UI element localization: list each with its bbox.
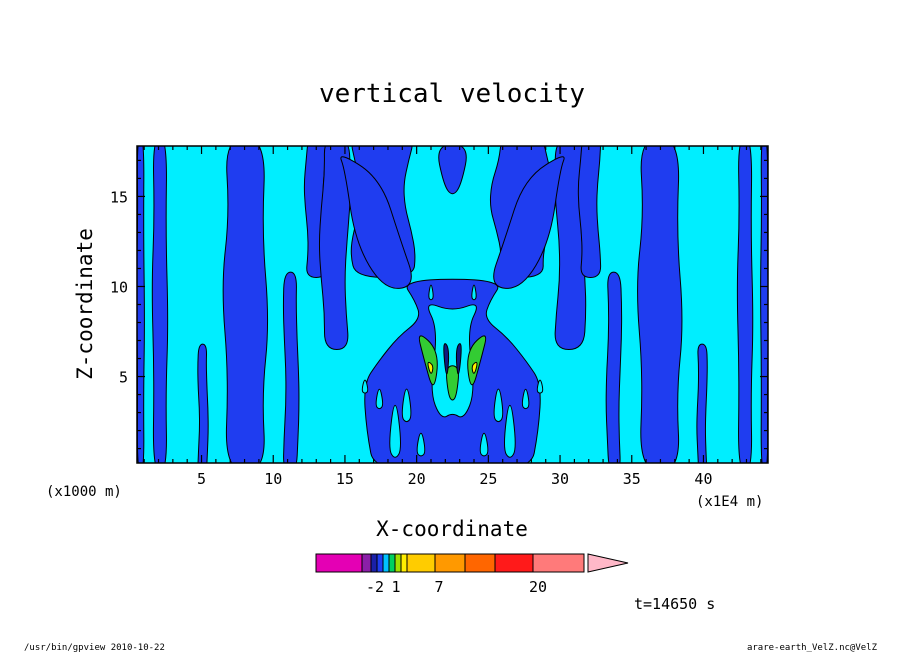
negative-region-4 <box>282 271 300 463</box>
colorbar-tick-label: 7 <box>434 578 443 596</box>
negative-region-12 <box>637 146 683 463</box>
colorbar-segment <box>532 553 585 573</box>
negative-region-13 <box>696 343 708 463</box>
upper-left-lobe <box>340 156 412 289</box>
contour-cell-0l <box>389 404 401 458</box>
colorbar-segment <box>494 553 534 573</box>
colorbar-segment <box>376 553 384 573</box>
colorbar-tick-label: 20 <box>529 578 547 596</box>
colorbar: -2 1 7 20 <box>315 553 629 596</box>
contour-cell-2r <box>521 388 530 410</box>
positive-peak-left <box>427 361 434 374</box>
deep-negative-left <box>443 343 450 375</box>
x-axis-label: X-coordinate <box>376 517 528 541</box>
time-label: t=14650 s <box>634 595 715 613</box>
colorbar-segment <box>370 553 378 573</box>
y-tick-label: 10 <box>110 278 128 296</box>
x-tick-label: 30 <box>551 470 569 488</box>
colorbar-segment <box>434 553 466 573</box>
colorbar-tick-label: 1 <box>391 578 400 596</box>
top-center-lobe <box>438 146 467 195</box>
x-tick-label: 20 <box>408 470 426 488</box>
chart-title: vertical velocity <box>319 79 585 109</box>
x-tick-label: 25 <box>479 470 497 488</box>
central-updraft-channel <box>428 304 477 418</box>
contour-cell-4l <box>361 379 369 394</box>
footer-program-date: /usr/bin/gpview 2010-10-22 <box>24 643 165 653</box>
y-axis-label: Z-coordinate <box>73 228 97 380</box>
contour-cell-3l <box>416 432 426 457</box>
x-tick-label: 5 <box>197 470 206 488</box>
colorbar-segment <box>400 553 408 573</box>
negative-region-2 <box>197 343 209 463</box>
colorbar-segment <box>464 553 496 573</box>
positive-peak-right <box>471 361 478 374</box>
colorbar-segment <box>388 553 396 573</box>
negative-region-10 <box>577 146 602 279</box>
deep-negative-right <box>455 343 462 375</box>
colorbar-segment <box>394 553 402 573</box>
x-unit-right: (x1E4 m) <box>696 494 763 510</box>
colorbar-segment <box>361 553 372 573</box>
footer-file-name: arare-earth_VelZ.nc@VelZ <box>747 643 878 653</box>
contour-cell-1r <box>493 388 504 423</box>
contour-plot <box>136 145 769 464</box>
negative-region-3 <box>222 146 269 463</box>
contour-cell-5l <box>428 284 434 301</box>
negative-region-6 <box>318 146 351 351</box>
negative-region-14 <box>736 146 754 463</box>
colorbar-tick-label: -2 <box>366 578 384 596</box>
positive-core-right <box>467 335 487 386</box>
colorbar-extend-arrow <box>587 553 629 573</box>
contour-cell-5r <box>471 284 477 301</box>
x-tick-label: 10 <box>264 470 282 488</box>
x-unit-left: (x1000 m) <box>46 484 122 500</box>
y-tick-label: 5 <box>119 369 128 387</box>
colorbar-segment <box>315 553 363 573</box>
positive-core-left <box>418 335 438 386</box>
x-tick-label: 35 <box>623 470 641 488</box>
contour-cell-3r <box>479 432 489 457</box>
contour-cell-2l <box>375 388 384 410</box>
upper-right-lobe <box>493 156 565 289</box>
x-tick-label: 40 <box>694 470 712 488</box>
negative-region-11 <box>605 271 623 463</box>
x-tick-label: 15 <box>336 470 354 488</box>
positive-core-center <box>446 365 459 401</box>
negative-region-1 <box>151 146 169 463</box>
colorbar-segment <box>406 553 436 573</box>
contour-cell-1l <box>401 388 412 423</box>
contour-cell-4r <box>536 379 544 394</box>
contour-cell-0r <box>504 404 516 458</box>
colorbar-segment <box>382 553 390 573</box>
y-tick-label: 15 <box>110 188 128 206</box>
